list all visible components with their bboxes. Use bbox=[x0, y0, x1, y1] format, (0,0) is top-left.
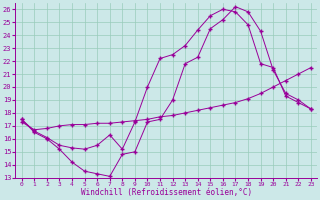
X-axis label: Windchill (Refroidissement éolien,°C): Windchill (Refroidissement éolien,°C) bbox=[81, 188, 252, 197]
